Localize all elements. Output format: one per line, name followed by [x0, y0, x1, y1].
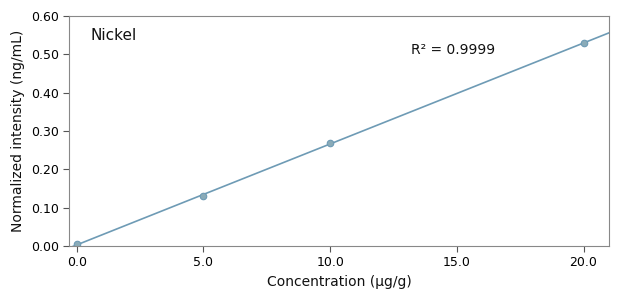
Point [72, 242, 82, 246]
Point [578, 40, 588, 45]
Text: R² = 0.9999: R² = 0.9999 [411, 44, 495, 57]
Text: Nickel: Nickel [91, 28, 137, 43]
Y-axis label: Normalized intensity (ng/mL): Normalized intensity (ng/mL) [11, 30, 25, 232]
Point [198, 194, 208, 199]
X-axis label: Concentration (µg/g): Concentration (µg/g) [267, 275, 411, 289]
Point [325, 141, 335, 146]
